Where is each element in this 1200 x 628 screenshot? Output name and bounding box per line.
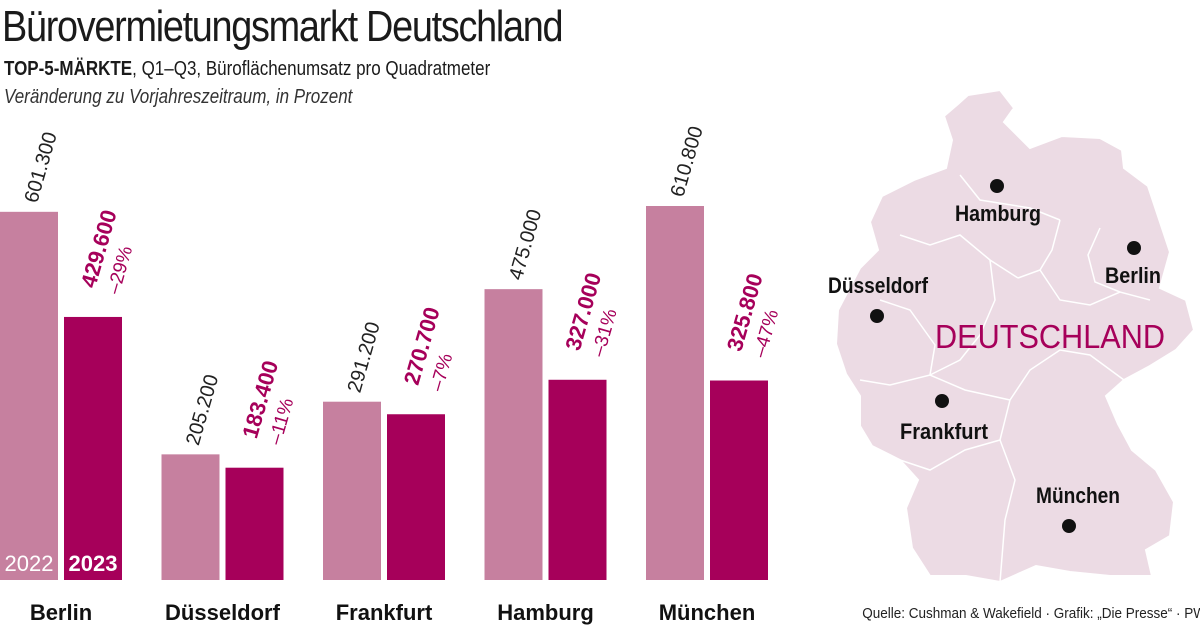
subtitle-rest: , Q1–Q3, Büroflächenumsatz pro Quadratme…	[132, 58, 491, 80]
bar-2022-2	[323, 401, 381, 580]
category-label-1: Düsseldorf	[165, 600, 281, 625]
country-label: DEUTSCHLAND	[935, 318, 1165, 355]
bar-2022-4	[646, 206, 704, 580]
bar-2022-3	[484, 289, 543, 580]
bar-2023-1	[225, 467, 284, 580]
bar-2022-0	[0, 211, 58, 580]
bar-2023-0	[64, 316, 122, 580]
germany-shape	[834, 88, 1196, 584]
city-duesseldorf: Düsseldorf	[828, 273, 929, 323]
city-dot-muenchen	[1062, 519, 1076, 533]
chart-title: Bürovermietungsmarkt Deutschland	[2, 2, 564, 51]
bar-2022-1	[161, 454, 220, 580]
legend-2023: 2023	[69, 551, 118, 576]
city-dot-berlin	[1127, 241, 1141, 255]
city-label-duesseldorf: Düsseldorf	[828, 273, 929, 298]
city-label-frankfurt: Frankfurt	[900, 419, 989, 444]
bar-2023-4	[710, 380, 768, 580]
category-label-0: Berlin	[30, 600, 92, 625]
city-muenchen: München	[1036, 483, 1120, 533]
city-berlin: Berlin	[1105, 241, 1161, 288]
bar-2023-3	[548, 379, 607, 580]
category-label-3: Hamburg	[497, 600, 594, 625]
city-dot-hamburg	[990, 179, 1004, 193]
city-frankfurt: Frankfurt	[900, 394, 989, 444]
category-label-2: Frankfurt	[336, 600, 433, 625]
bar-2023-2	[387, 414, 445, 580]
chart-subtitle-italic: Veränderung zu Vorjahreszeitraum, in Pro…	[4, 86, 353, 108]
subtitle-bold: TOP-5-MÄRKTE	[4, 58, 133, 80]
city-dot-duesseldorf	[870, 309, 884, 323]
city-dot-frankfurt	[935, 394, 949, 408]
state-borders	[859, 174, 1151, 583]
city-label-hamburg: Hamburg	[955, 201, 1041, 226]
chart-subtitle: TOP-5-MÄRKTE, Q1–Q3, Büroflächenumsatz p…	[4, 58, 490, 81]
source-note: Quelle: Cushman & Wakefield · Grafik: „D…	[862, 605, 1200, 622]
legend-2022: 2022	[5, 551, 54, 576]
category-label-4: München	[659, 600, 756, 625]
city-label-berlin: Berlin	[1105, 263, 1161, 288]
city-label-muenchen: München	[1036, 483, 1120, 508]
city-hamburg: Hamburg	[955, 179, 1041, 226]
